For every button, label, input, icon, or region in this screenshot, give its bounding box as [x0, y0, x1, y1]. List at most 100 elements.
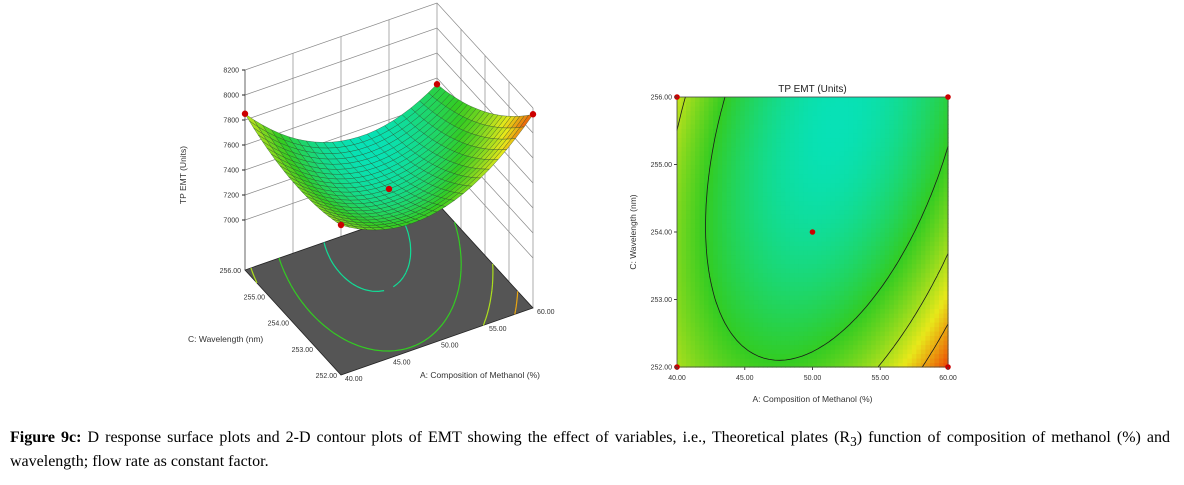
contour-fill-cell: [749, 245, 755, 251]
contour-fill-cell: [920, 214, 927, 220]
contour-fill-cell: [848, 344, 854, 350]
contour-fill-cell: [803, 119, 809, 125]
contour-fill-cell: [916, 232, 922, 238]
contour-fill-cell: [938, 331, 945, 337]
contour-fill-cell: [726, 155, 732, 161]
contour-fill-cell: [893, 232, 899, 238]
contour-fill-cell: [740, 119, 746, 125]
contour-fill-cell: [938, 353, 945, 359]
contour-fill-cell: [853, 245, 859, 251]
contour-fill-cell: [884, 119, 890, 125]
contour-fill-cell: [884, 191, 890, 197]
contour-fill-cell: [920, 128, 927, 134]
contour-fill-cell: [803, 151, 809, 157]
contour-fill-cell: [907, 286, 913, 292]
contour-fill-cell: [817, 146, 823, 152]
contour-fill-cell: [929, 236, 936, 242]
contour-fill-cell: [677, 331, 683, 337]
contour-fill-cell: [925, 236, 931, 242]
contour-fill-cell: [762, 299, 768, 305]
contour-fill-cell: [826, 182, 832, 188]
contour-fill-cell: [794, 272, 800, 278]
contour-fill-cell: [907, 106, 913, 112]
contour-fill-cell: [677, 151, 683, 157]
contour-fill-cell: [929, 187, 936, 193]
contour-fill-cell: [916, 272, 922, 278]
contour-fill-cell: [934, 340, 940, 346]
contour-fill-cell: [767, 295, 773, 301]
contour-fill-cell: [780, 245, 786, 251]
contour-fill-cell: [762, 250, 768, 256]
contour-fill-cell: [735, 304, 741, 310]
contour-fill-cell: [785, 178, 791, 184]
contour-fill-cell: [767, 340, 773, 346]
contour-fill-cell: [726, 101, 732, 107]
contour-fill-cell: [758, 173, 764, 179]
contour-fill-cell: [857, 286, 863, 292]
contour-fill-cell: [803, 313, 809, 319]
contour-fill-cell: [704, 115, 710, 121]
contour-fill-cell: [830, 124, 836, 130]
contour-fill-cell: [686, 160, 692, 166]
contour-fill-cell: [943, 209, 949, 215]
contour-fill-cell: [884, 263, 890, 269]
contour-fill-cell: [735, 191, 741, 197]
contour-fill-cell: [794, 304, 800, 310]
contour-fill-cell: [889, 286, 895, 292]
contour-fill-cell: [798, 232, 805, 238]
contour-fill-cell: [920, 322, 927, 328]
contour-fill-cell: [690, 241, 696, 247]
contour-fill-cell: [717, 227, 723, 233]
contour-fill-cell: [744, 191, 750, 197]
contour-fill-cell: [704, 259, 710, 265]
contour-fill-cell: [857, 200, 863, 206]
contour-fill-cell: [880, 268, 886, 274]
contour-fill-cell: [839, 331, 845, 337]
contour-fill-cell: [789, 313, 796, 319]
contour-fill-cell: [848, 164, 854, 170]
contour-fill-cell: [839, 281, 845, 287]
contour-fill-cell: [812, 142, 818, 148]
contour-fill-cell: [789, 227, 796, 233]
contour-fill-cell: [902, 322, 908, 328]
contour-fill-cell: [830, 137, 836, 143]
contour-fill-cell: [853, 196, 859, 202]
contour-fill-cell: [735, 299, 741, 305]
contour-fill-cell: [929, 245, 936, 251]
contour-fill-cell: [862, 268, 868, 274]
contour-fill-cell: [862, 200, 868, 206]
contour-fill-cell: [911, 196, 917, 202]
contour-fill-cell: [753, 358, 759, 364]
contour-fill-cell: [708, 340, 714, 346]
contour-fill-cell: [889, 241, 895, 247]
contour-fill-cell: [898, 340, 904, 346]
contour-fill-cell: [893, 227, 899, 233]
contour-fill-cell: [785, 124, 791, 130]
contour-fill-cell: [789, 340, 796, 346]
contour-fill-cell: [943, 110, 949, 116]
contour-fill-cell: [943, 124, 949, 130]
contour-fill-cell: [853, 254, 859, 260]
contour-fill-cell: [726, 214, 732, 220]
contour-fill-cell: [686, 128, 692, 134]
contour-fill-cell: [889, 304, 895, 310]
contour-fill-cell: [762, 137, 768, 143]
contour-fill-cell: [749, 340, 755, 346]
contour-fill-cell: [690, 313, 696, 319]
contour-fill-cell: [889, 326, 895, 332]
contour-fill-cell: [853, 160, 859, 166]
contour-fill-cell: [807, 308, 814, 314]
contour-fill-cell: [749, 254, 755, 260]
contour-fill-cell: [938, 128, 945, 134]
contour-fill-cell: [943, 286, 949, 292]
contour-fill-cell: [798, 254, 805, 260]
contour-fill-cell: [722, 133, 728, 139]
contour-fill-cell: [862, 250, 868, 256]
contour-fill-cell: [731, 97, 737, 103]
contour-fill-cell: [744, 227, 750, 233]
contour-fill-cell: [749, 155, 755, 161]
contour-fill-cell: [785, 101, 791, 107]
contour-fill-cell: [853, 227, 859, 233]
contour-fill-cell: [911, 178, 917, 184]
contour-fill-cell: [866, 133, 872, 139]
